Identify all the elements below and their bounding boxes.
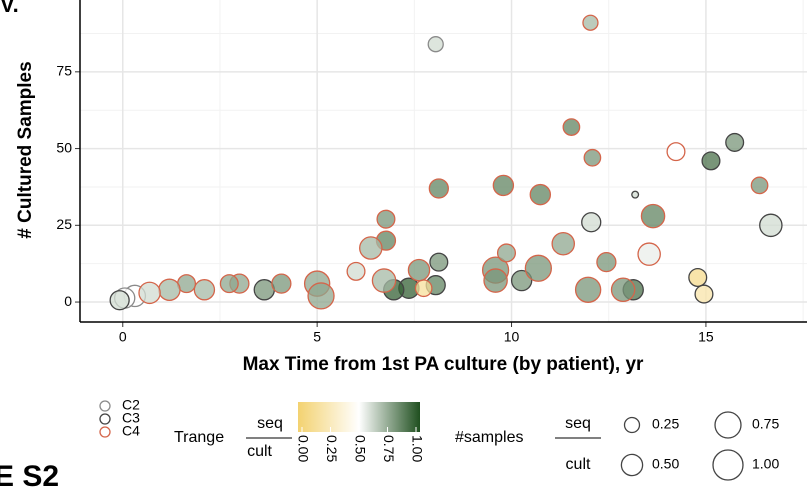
point <box>583 148 602 167</box>
legend-label: C4 <box>122 423 140 439</box>
y-tick-label: 25 <box>56 216 72 232</box>
x-axis-title: Max Time from 1st PA culture (by patient… <box>243 354 644 375</box>
point <box>694 284 714 304</box>
x-tick-label: 5 <box>313 329 321 345</box>
size-legend-label: 1.00 <box>752 456 779 472</box>
y-tick-label: 50 <box>56 139 72 155</box>
point <box>631 190 640 199</box>
point <box>637 242 661 266</box>
legend-label: C2 <box>122 397 140 413</box>
size-legend-label: 0.50 <box>652 456 679 472</box>
point <box>725 132 745 152</box>
point <box>688 267 708 288</box>
point <box>371 268 397 293</box>
point <box>524 254 553 282</box>
point <box>759 213 783 238</box>
point <box>496 243 517 263</box>
y-tick-label: 75 <box>56 63 72 79</box>
point <box>574 276 602 303</box>
point <box>581 212 602 233</box>
size-legend-label: 0.25 <box>652 416 679 432</box>
legend-symbol <box>99 426 111 438</box>
point <box>271 273 292 294</box>
colorbar-tick-label: 1.00 <box>409 435 425 462</box>
point <box>138 281 161 305</box>
panel-fragment: V. <box>0 0 19 17</box>
point <box>219 274 239 294</box>
point <box>359 236 383 260</box>
point <box>193 279 216 301</box>
size-legend-symbol <box>712 449 744 481</box>
legend-denominator: cult <box>247 443 272 460</box>
colorbar-tick-label: 0.50 <box>352 435 368 462</box>
legend-label: C3 <box>122 410 140 426</box>
point <box>640 203 666 229</box>
colorbar-tick-label: 0.25 <box>324 435 340 462</box>
y-tick-label: 0 <box>64 293 72 309</box>
point <box>307 282 335 310</box>
colorbar-tick-label: 0.75 <box>381 435 397 462</box>
size-legend-label: 0.75 <box>752 416 779 432</box>
point <box>596 252 617 273</box>
point <box>346 261 366 281</box>
point <box>551 231 576 256</box>
point <box>483 268 508 293</box>
colorbar-tick-label: 0.00 <box>295 435 311 462</box>
point <box>429 252 449 272</box>
x-tick-label: 15 <box>698 329 714 345</box>
point <box>562 118 581 136</box>
point <box>427 36 444 53</box>
point <box>158 278 181 302</box>
legend-symbol <box>99 400 111 412</box>
point <box>109 290 130 311</box>
y-axis-title: # Cultured Samples <box>15 61 36 238</box>
legend-numerator: seq <box>565 415 591 432</box>
point <box>376 209 396 229</box>
point <box>666 142 686 162</box>
size-legend-symbol <box>623 416 641 434</box>
legend-denominator: cult <box>566 456 591 473</box>
point <box>428 178 449 199</box>
legend-numerator: seq <box>257 415 283 432</box>
x-tick-label: 10 <box>504 329 520 345</box>
size-legend-symbol <box>620 453 644 477</box>
x-tick-label: 0 <box>119 329 127 345</box>
figure-fragment: E S2 <box>0 460 59 491</box>
point <box>610 277 636 303</box>
point <box>582 14 599 31</box>
point <box>407 258 431 282</box>
point <box>529 183 552 206</box>
point <box>414 279 433 298</box>
point <box>701 151 721 171</box>
point <box>492 174 515 197</box>
legend-title: #samples <box>455 429 523 446</box>
size-legend-symbol <box>714 411 742 439</box>
point <box>510 269 533 292</box>
legend-title: Trange <box>174 429 224 446</box>
point <box>750 176 769 195</box>
legend-symbol <box>99 413 111 425</box>
